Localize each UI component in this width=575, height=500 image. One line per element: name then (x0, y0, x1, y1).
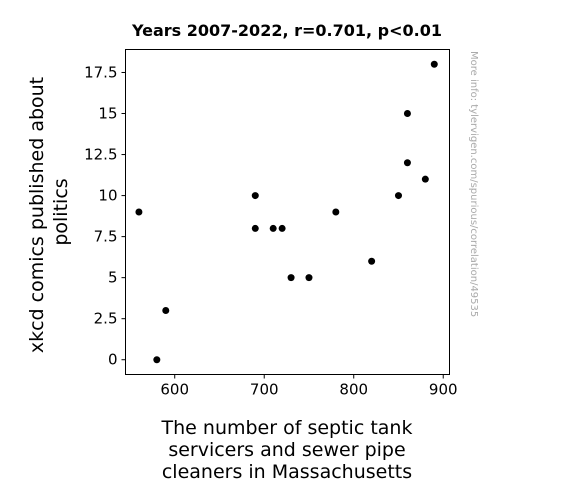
data-point (403, 110, 411, 118)
y-tick-label: 2.5 (94, 310, 118, 328)
plot-area-frame (125, 49, 450, 375)
y-axis-label: xkcd comics published about politics (26, 71, 72, 353)
y-tick-label: 15 (98, 105, 117, 123)
axis-ticks: 600 700 800 900 0 2.5 5 7.5 10 12.5 15 17.5 (84, 63, 457, 398)
x-tick-label: 800 (339, 381, 368, 399)
x-tick-label: 700 (250, 381, 279, 399)
x-axis-label-line-1: The number of septic tank (161, 417, 413, 439)
chart-title: Years 2007-2022, r=0.701, p<0.01 (131, 21, 442, 40)
y-tick-label: 17.5 (84, 63, 117, 81)
data-point (403, 159, 411, 167)
y-tick-label: 7.5 (94, 228, 118, 246)
y-axis-label-line-2: politics (50, 178, 72, 245)
data-point (162, 306, 170, 314)
data-point (251, 224, 259, 232)
data-point (135, 208, 143, 216)
data-point (305, 274, 313, 282)
data-point (368, 257, 376, 265)
data-point (287, 274, 295, 282)
watermark-text: More info: tylervigen.com/spurious/corre… (468, 51, 479, 317)
data-point (421, 175, 429, 183)
data-point (278, 224, 286, 232)
x-tick-label: 600 (160, 381, 189, 399)
y-tick-label: 10 (98, 187, 117, 205)
svg-text:xkcd comics published about: xkcd comics published about politics (26, 71, 72, 353)
data-point (430, 60, 438, 68)
data-points (135, 60, 438, 364)
data-point (332, 208, 340, 216)
y-axis-label-line-1: xkcd comics published about (26, 77, 48, 353)
x-axis-label: The number of septic tank servicers and … (161, 417, 413, 483)
data-point (269, 224, 277, 232)
x-axis-label-line-2: servicers and sewer pipe (168, 439, 405, 461)
y-tick-label: 5 (108, 269, 118, 287)
x-axis-label-line-3: cleaners in Massachusetts (162, 461, 412, 483)
data-point (153, 356, 161, 364)
y-tick-label: 12.5 (84, 146, 117, 164)
data-point (251, 192, 259, 200)
x-tick-label: 900 (429, 381, 458, 399)
data-point (394, 192, 402, 200)
y-tick-label: 0 (108, 351, 118, 369)
